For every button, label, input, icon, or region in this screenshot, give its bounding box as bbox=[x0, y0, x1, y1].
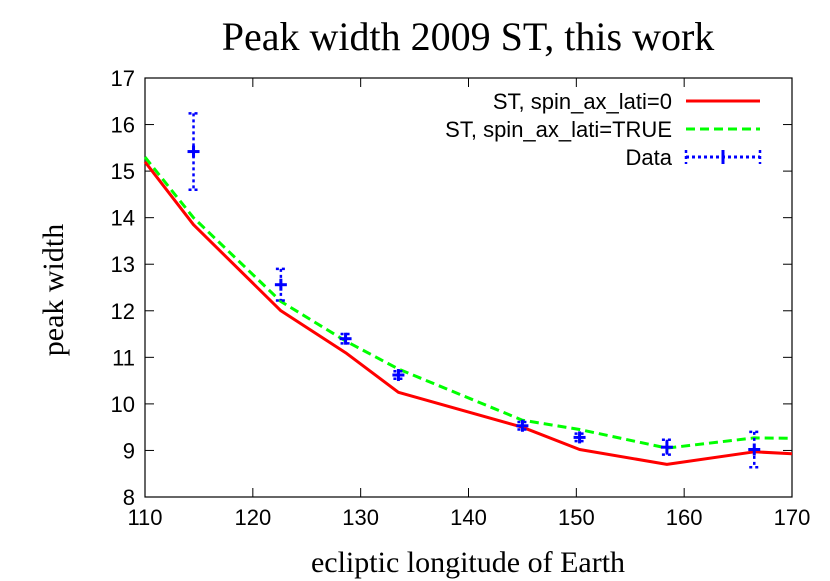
legend-label-2: Data bbox=[626, 145, 673, 170]
y-tick-label: 9 bbox=[123, 438, 135, 463]
series-line-1 bbox=[143, 156, 793, 450]
y-tick-label: 11 bbox=[112, 345, 135, 370]
y-tick-label: 15 bbox=[111, 159, 135, 184]
y-tick-label: 14 bbox=[111, 206, 135, 231]
data-point bbox=[274, 267, 287, 302]
y-tick-label: 17 bbox=[111, 66, 135, 91]
data-point bbox=[573, 431, 586, 444]
data-point bbox=[516, 419, 529, 432]
data-point bbox=[748, 430, 761, 469]
x-tick-label: 140 bbox=[450, 505, 487, 530]
y-tick-label: 13 bbox=[111, 252, 135, 277]
series-line-0 bbox=[143, 160, 793, 466]
legend-label-0: ST, spin_ax_lati=0 bbox=[493, 89, 672, 114]
legend: ST, spin_ax_lati=0 ST, spin_ax_lati=TRUE D… bbox=[445, 89, 762, 170]
y-tick-label: 8 bbox=[123, 485, 135, 510]
x-axis-label: ecliptic longitude of Earth bbox=[311, 546, 625, 579]
x-tick-label: 120 bbox=[234, 505, 271, 530]
y-tick-label: 12 bbox=[111, 299, 135, 324]
x-tick-label: 170 bbox=[774, 505, 811, 530]
y-axis-label: peak width bbox=[37, 224, 70, 356]
data-point bbox=[660, 438, 673, 456]
data-point bbox=[339, 332, 352, 345]
legend-label-1: ST, spin_ax_lati=TRUE bbox=[445, 117, 672, 142]
data-point bbox=[187, 112, 200, 191]
chart-title: Peak width 2009 ST, this work bbox=[222, 14, 715, 59]
x-tick-label: 110 bbox=[127, 505, 162, 530]
series-layer bbox=[143, 112, 793, 469]
y-tick-label: 10 bbox=[111, 392, 135, 417]
x-tick-label: 130 bbox=[342, 505, 379, 530]
x-tick-label: 150 bbox=[558, 505, 595, 530]
plot-area: 110 120 130 140 150 160 170 8 9 10 11 12 13 14 15 16 17 bbox=[111, 66, 811, 530]
y-tick-label: 16 bbox=[111, 113, 135, 138]
x-tick-label: 160 bbox=[666, 505, 703, 530]
data-point bbox=[392, 369, 405, 382]
